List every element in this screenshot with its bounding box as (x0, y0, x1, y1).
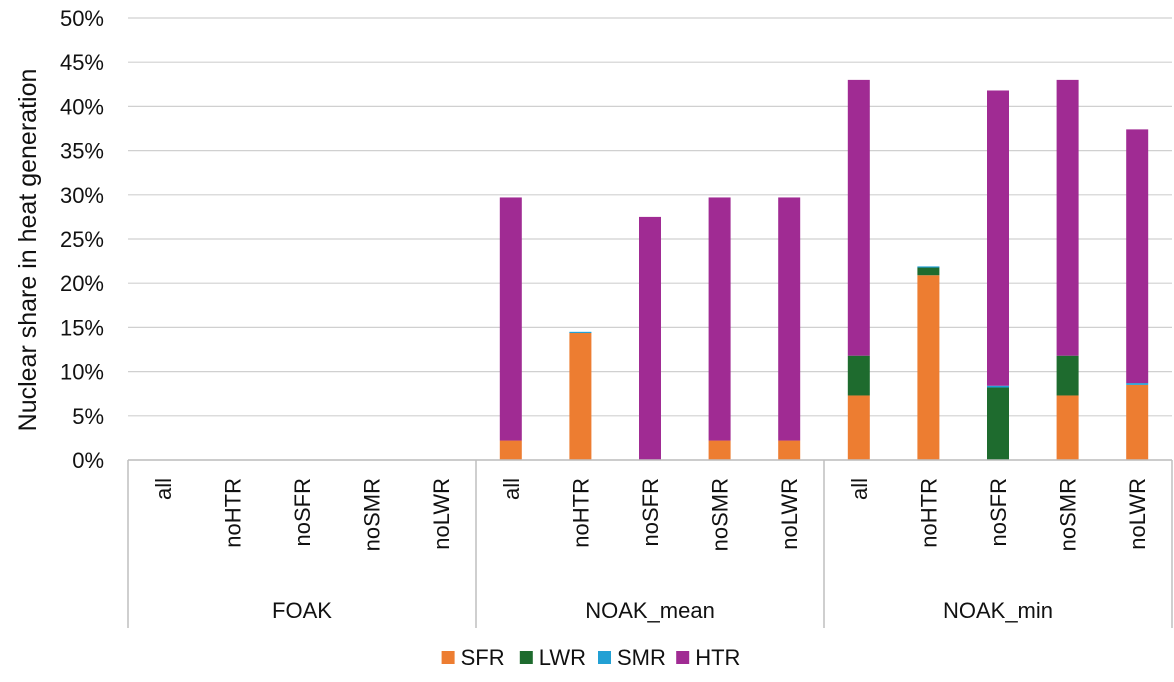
bars (499, 79, 1149, 460)
y-tick-label: 30% (60, 183, 104, 208)
bar-segment-smr (1126, 383, 1149, 385)
bar-segment-htr (1126, 129, 1149, 384)
x-tick-label: noSFR (638, 478, 663, 546)
bar-segment-sfr (847, 395, 870, 460)
legend-label-htr: HTR (695, 645, 740, 670)
x-tick-label: noLWR (429, 478, 454, 550)
y-tick-label: 0% (72, 448, 104, 473)
bar-segment-lwr (1056, 355, 1079, 396)
legend-swatch-smr (598, 651, 611, 664)
y-tick-label: 40% (60, 94, 104, 119)
y-tick-label: 50% (60, 6, 104, 31)
x-tick-label: noSMR (1056, 478, 1081, 551)
legend-label-smr: SMR (617, 645, 666, 670)
legend-label-lwr: LWR (539, 645, 586, 670)
y-tick-label: 45% (60, 50, 104, 75)
legend-label-sfr: SFR (461, 645, 505, 670)
group-label: FOAK (272, 598, 332, 623)
legend-swatch-htr (676, 651, 690, 664)
bar-segment-htr (1056, 79, 1079, 356)
bar-segment-lwr (987, 387, 1009, 460)
group-label: NOAK_mean (585, 598, 715, 623)
bar-segment-sfr (778, 440, 801, 460)
x-tick-label: noLWR (777, 478, 802, 550)
x-tick-label: noSMR (360, 478, 385, 551)
bar-segment-htr (778, 197, 801, 441)
x-tick-label: noLWR (1125, 478, 1150, 550)
y-axis-label: Nuclear share in heat generation (14, 69, 42, 432)
x-tick-label: noHTR (220, 478, 245, 548)
x-tick-label: all (151, 478, 176, 500)
bar-segment-htr (987, 90, 1009, 386)
group-label: NOAK_min (943, 598, 1053, 623)
y-tick-label: 10% (60, 360, 104, 385)
x-tick-label: noHTR (916, 478, 941, 548)
x-tick-label: noSMR (708, 478, 733, 551)
bar-segment-htr (847, 79, 870, 356)
y-tick-label: 25% (60, 227, 104, 252)
y-tick-label: 20% (60, 271, 104, 296)
bar-segment-smr (917, 266, 940, 268)
x-tick-label: noSFR (290, 478, 315, 546)
bar-segment-sfr (499, 440, 522, 460)
bar-segment-htr (708, 197, 731, 441)
y-tick-label: 35% (60, 139, 104, 164)
legend: SFR LWR SMR HTR (441, 645, 740, 670)
bar-segment-sfr (569, 332, 592, 460)
y-tick-label: 15% (60, 315, 104, 340)
bar-segment-smr (987, 385, 1009, 388)
bar-segment-lwr (847, 355, 870, 396)
bar-segment-lwr (917, 267, 940, 276)
bar-segment-sfr (1126, 384, 1149, 460)
bar-segment-smr (569, 331, 592, 334)
y-tick-label: 5% (72, 404, 104, 429)
legend-swatch-sfr (441, 651, 455, 664)
x-tick-label: noHTR (568, 478, 593, 548)
bar-segment-sfr (917, 275, 940, 460)
y-axis-ticks: 0% 5% 10% 15% 20% 25% 30% 35% 40% 45% 50% (60, 6, 104, 473)
bar-segment-sfr (1056, 395, 1079, 460)
x-tick-label: all (499, 478, 524, 500)
legend-swatch-lwr (519, 651, 533, 664)
bar-segment-htr (639, 216, 661, 460)
x-tick-label: noSFR (986, 478, 1011, 546)
category-axis: all noHTR noSFR noSMR noLWR FOAK all noHTR noSFR… (127, 459, 1173, 628)
bar-segment-htr (499, 197, 522, 441)
bar-segment-sfr (708, 440, 731, 460)
x-tick-label: all (847, 478, 872, 500)
